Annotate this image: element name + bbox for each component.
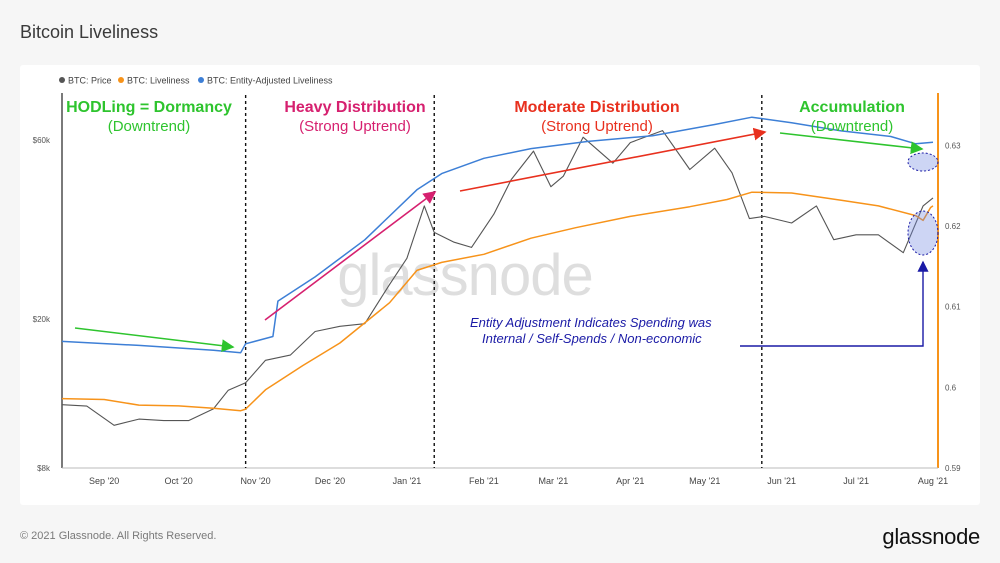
footer-copyright: © 2021 Glassnode. All Rights Reserved. <box>20 530 217 542</box>
region-title: Accumulation <box>799 99 905 116</box>
entity-liveliness-line <box>61 116 934 354</box>
x-tick-label: Sep '20 <box>89 476 119 486</box>
region-title: HODLing = Dormancy <box>66 99 232 116</box>
right-tick-label: 0.59 <box>945 464 961 473</box>
price-line <box>61 130 934 426</box>
region-subtitle: (Downtrend) <box>108 118 191 135</box>
x-tick-label: Jun '21 <box>767 476 796 486</box>
x-tick-label: Mar '21 <box>538 476 568 486</box>
x-tick-label: Dec '20 <box>315 476 345 486</box>
x-tick-label: Jan '21 <box>393 476 422 486</box>
x-tick-label: Oct '20 <box>165 476 193 486</box>
page-title: Bitcoin Liveliness <box>20 22 159 42</box>
axes: Sep '20 Oct '20 Nov '20 Dec '20 Jan '21 Feb '… <box>33 93 961 486</box>
right-tick-label: 0.63 <box>945 141 961 150</box>
region-subtitle: (Downtrend) <box>811 118 894 135</box>
region-subtitle: (Strong Uptrend) <box>299 118 411 135</box>
highlight-entity-liveliness <box>907 152 939 172</box>
region-title: Heavy Distribution <box>284 99 425 116</box>
liveliness-chart: glassnode BTC: Price BTC: Liveliness BTC… <box>33 76 961 487</box>
footer-logo: glassnode <box>882 524 980 549</box>
chart-card: glassnode BTC: Price BTC: Liveliness BTC… <box>20 65 980 505</box>
trend-arrow-moderate-distribution <box>459 127 767 192</box>
x-tick-label: Nov '20 <box>240 476 270 486</box>
legend-entity-marker <box>198 77 204 83</box>
legend: BTC: Price BTC: Liveliness BTC: Entity-A… <box>59 76 333 86</box>
annotation-connector <box>740 260 929 347</box>
region-dividers <box>244 95 763 468</box>
right-tick-label: 0.62 <box>945 222 961 231</box>
legend-entity-label: BTC: Entity-Adjusted Liveliness <box>207 76 333 86</box>
left-tick-label: $20k <box>33 315 51 324</box>
trend-arrow-dormancy <box>74 327 235 353</box>
region-subtitle: (Strong Uptrend) <box>541 118 653 135</box>
trend-arrow-heavy-distribution <box>264 191 437 321</box>
left-tick-label: $60k <box>33 136 51 145</box>
highlight-liveliness-spike <box>907 210 939 256</box>
watermark: glassnode <box>337 243 592 308</box>
x-tick-label: Apr '21 <box>616 476 644 486</box>
right-tick-label: 0.6 <box>945 383 957 392</box>
annotation-line-1: Entity Adjustment Indicates Spending was <box>470 315 712 330</box>
left-tick-label: $8k <box>37 464 51 473</box>
x-tick-label: Jul '21 <box>843 476 869 486</box>
right-tick-label: 0.61 <box>945 303 961 312</box>
legend-liveliness-label: BTC: Liveliness <box>127 76 190 86</box>
legend-price-marker <box>59 77 65 83</box>
legend-liveliness-marker <box>118 77 124 83</box>
annotation-overlay: Entity Adjustment Indicates Spending was… <box>74 127 939 353</box>
series-lines <box>61 116 934 426</box>
legend-price-label: BTC: Price <box>68 76 112 86</box>
x-tick-label: May '21 <box>689 476 720 486</box>
annotation-line-2: Internal / Self-Spends / Non-economic <box>482 331 702 346</box>
x-tick-label: Aug '21 <box>918 476 948 486</box>
region-labels: HODLing = Dormancy (Downtrend) Heavy Distr… <box>66 99 905 135</box>
region-title: Moderate Distribution <box>514 99 679 116</box>
x-tick-label: Feb '21 <box>469 476 499 486</box>
trend-arrow-accumulation <box>779 132 924 155</box>
liveliness-line <box>61 191 934 412</box>
